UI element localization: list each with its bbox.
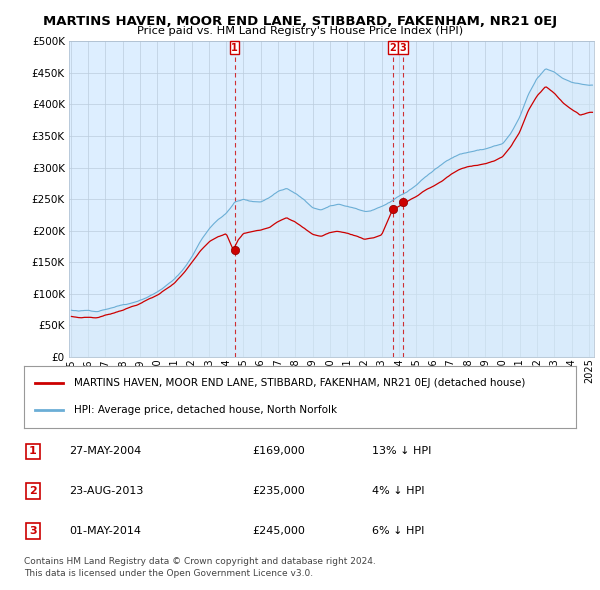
Text: 3: 3 <box>400 42 407 53</box>
Text: 3: 3 <box>29 526 37 536</box>
Text: 01-MAY-2014: 01-MAY-2014 <box>69 526 141 536</box>
Text: 2: 2 <box>29 486 37 496</box>
Text: 13% ↓ HPI: 13% ↓ HPI <box>372 447 431 456</box>
Text: £169,000: £169,000 <box>252 447 305 456</box>
Text: This data is licensed under the Open Government Licence v3.0.: This data is licensed under the Open Gov… <box>24 569 313 578</box>
Text: £235,000: £235,000 <box>252 486 305 496</box>
Text: MARTINS HAVEN, MOOR END LANE, STIBBARD, FAKENHAM, NR21 0EJ (detached house): MARTINS HAVEN, MOOR END LANE, STIBBARD, … <box>74 378 525 388</box>
Text: 23-AUG-2013: 23-AUG-2013 <box>69 486 143 496</box>
Text: 1: 1 <box>231 42 238 53</box>
Text: Price paid vs. HM Land Registry's House Price Index (HPI): Price paid vs. HM Land Registry's House … <box>137 26 463 36</box>
Text: £245,000: £245,000 <box>252 526 305 536</box>
Text: 1: 1 <box>29 447 37 456</box>
Text: 27-MAY-2004: 27-MAY-2004 <box>69 447 141 456</box>
Text: 4% ↓ HPI: 4% ↓ HPI <box>372 486 425 496</box>
Text: Contains HM Land Registry data © Crown copyright and database right 2024.: Contains HM Land Registry data © Crown c… <box>24 557 376 566</box>
Text: MARTINS HAVEN, MOOR END LANE, STIBBARD, FAKENHAM, NR21 0EJ: MARTINS HAVEN, MOOR END LANE, STIBBARD, … <box>43 15 557 28</box>
Text: 6% ↓ HPI: 6% ↓ HPI <box>372 526 424 536</box>
Text: HPI: Average price, detached house, North Norfolk: HPI: Average price, detached house, Nort… <box>74 405 337 415</box>
Text: 2: 2 <box>389 42 396 53</box>
